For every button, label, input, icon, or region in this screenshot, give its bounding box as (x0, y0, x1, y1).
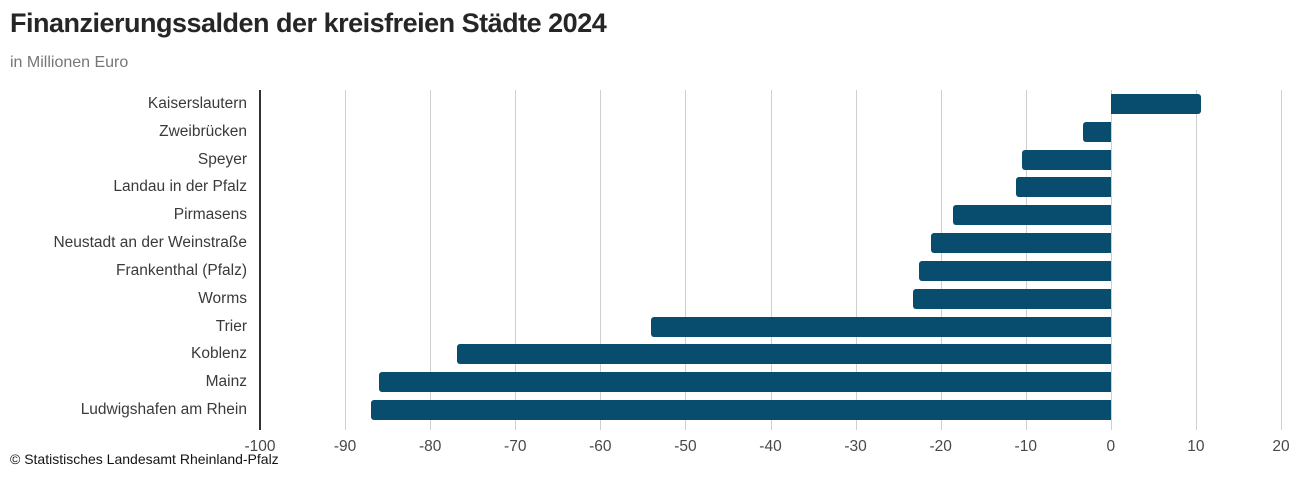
bar[interactable] (1022, 149, 1111, 170)
category-label: Speyer (197, 150, 247, 168)
x-tick-label: -20 (929, 438, 952, 455)
category-label: Ludwigshafen am Rhein (80, 401, 247, 419)
x-tick-label: -70 (504, 438, 527, 455)
gridline (940, 90, 942, 430)
bar[interactable] (456, 344, 1111, 365)
gridline (770, 90, 772, 430)
bar[interactable] (1082, 121, 1111, 142)
bar[interactable] (651, 316, 1111, 337)
category-label: Pirmasens (173, 206, 247, 224)
gridline (515, 90, 517, 430)
gridline (685, 90, 687, 430)
bar[interactable] (379, 372, 1111, 393)
gridline (430, 90, 432, 430)
gridline (1195, 90, 1197, 430)
x-tick-label: -90 (333, 438, 357, 455)
gridline (345, 90, 347, 430)
x-tick-label: -40 (759, 438, 782, 455)
category-axis: Kaiserslautern Zweibrücken Speyer Landau in… (0, 90, 247, 424)
x-tick-label: -60 (589, 438, 612, 455)
category-label: Landau in der Pfalz (113, 178, 247, 196)
x-tick-label: -100 (244, 438, 276, 455)
category-label: Trier (215, 317, 247, 335)
bar[interactable] (953, 205, 1111, 226)
category-label: Neustadt an der Weinstraße (53, 234, 247, 252)
x-tick-label: -10 (1014, 438, 1037, 455)
category-label: Worms (198, 289, 247, 307)
bar[interactable] (1110, 93, 1202, 114)
source-note: © Statistisches Landesamt Rheinland-Pfal… (10, 451, 279, 467)
axis-line (259, 90, 261, 430)
plot-area (259, 90, 1282, 430)
gridline (855, 90, 857, 430)
x-tick-label: -50 (674, 438, 697, 455)
gridline (1110, 90, 1112, 430)
category-label: Mainz (205, 373, 247, 391)
bar[interactable] (919, 260, 1111, 281)
bar[interactable] (371, 400, 1111, 421)
x-tick-label: 20 (1272, 438, 1290, 455)
category-label: Zweibrücken (159, 122, 247, 140)
bar[interactable] (1015, 177, 1111, 198)
x-tick-label: 0 (1106, 438, 1116, 455)
chart-title: Finanzierungssalden der kreisfreien Städ… (10, 8, 607, 38)
category-label: Kaiserslautern (147, 94, 247, 112)
x-tick-label: -80 (418, 438, 442, 455)
x-tick-label: 10 (1187, 438, 1205, 455)
x-tick-label: -30 (844, 438, 867, 455)
bar[interactable] (931, 233, 1111, 254)
x-axis: -100 -90 -80 -70 -60 -50 -40 -30 -20 -10 0 10 20 (244, 438, 1289, 460)
chart-subtitle: in Millionen Euro (10, 54, 129, 71)
category-label: Koblenz (190, 345, 247, 363)
category-label: Frankenthal (Pfalz) (116, 261, 247, 279)
bar[interactable] (913, 288, 1111, 309)
gridline (1025, 90, 1027, 430)
gridline (600, 90, 602, 430)
gridline (1281, 90, 1282, 430)
